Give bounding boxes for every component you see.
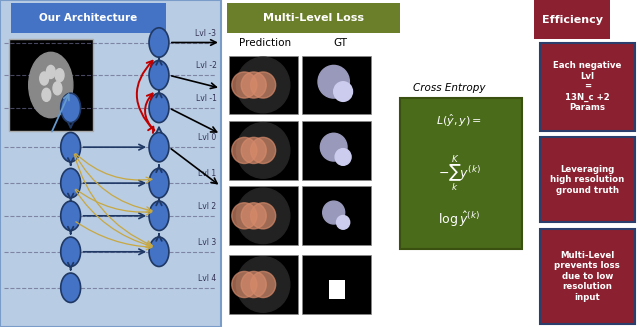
Circle shape: [251, 72, 276, 98]
Circle shape: [61, 201, 81, 231]
Circle shape: [251, 203, 276, 229]
FancyBboxPatch shape: [228, 186, 298, 245]
Circle shape: [149, 60, 169, 90]
FancyBboxPatch shape: [540, 43, 635, 131]
Circle shape: [149, 237, 169, 267]
Circle shape: [251, 271, 276, 298]
Circle shape: [40, 72, 49, 85]
Text: Multi-Level Loss: Multi-Level Loss: [263, 13, 364, 23]
Circle shape: [42, 88, 51, 101]
Text: $\log \hat{y}^{(k)}$: $\log \hat{y}^{(k)}$: [438, 210, 480, 229]
FancyBboxPatch shape: [228, 255, 298, 314]
Text: Lvl 1: Lvl 1: [198, 169, 216, 178]
Text: Leveraging
high resolution
ground truth: Leveraging high resolution ground truth: [550, 165, 625, 195]
Text: Lvl -2: Lvl -2: [195, 61, 216, 70]
Circle shape: [149, 168, 169, 198]
Circle shape: [149, 132, 169, 162]
FancyBboxPatch shape: [540, 137, 635, 222]
Circle shape: [55, 69, 64, 82]
FancyBboxPatch shape: [302, 255, 371, 314]
Circle shape: [236, 57, 290, 113]
Circle shape: [323, 201, 345, 224]
FancyBboxPatch shape: [302, 56, 371, 114]
Circle shape: [241, 203, 266, 229]
Text: Our Architecture: Our Architecture: [39, 13, 138, 23]
Circle shape: [236, 123, 290, 178]
FancyBboxPatch shape: [227, 3, 399, 33]
Circle shape: [149, 201, 169, 231]
Text: Lvl 4: Lvl 4: [198, 274, 216, 283]
Circle shape: [236, 257, 290, 312]
Text: Multi-Level
prevents loss
due to low
resolution
input: Multi-Level prevents loss due to low res…: [554, 251, 620, 301]
Circle shape: [232, 203, 257, 229]
Text: Lvl 3: Lvl 3: [198, 238, 216, 247]
Text: Each negative
Lvl
=
13N_c +2
Params: Each negative Lvl = 13N_c +2 Params: [553, 61, 621, 112]
Circle shape: [321, 133, 347, 161]
Circle shape: [241, 137, 266, 164]
Text: Cross Entropy: Cross Entropy: [413, 83, 486, 93]
Circle shape: [53, 82, 62, 95]
Circle shape: [318, 65, 349, 98]
FancyBboxPatch shape: [302, 186, 371, 245]
Text: Prediction: Prediction: [239, 38, 291, 47]
FancyBboxPatch shape: [228, 121, 298, 180]
Circle shape: [232, 72, 257, 98]
FancyBboxPatch shape: [11, 3, 166, 33]
Text: Lvl 2: Lvl 2: [198, 202, 216, 211]
Circle shape: [149, 28, 169, 57]
Circle shape: [61, 168, 81, 198]
FancyBboxPatch shape: [9, 39, 93, 131]
FancyBboxPatch shape: [0, 0, 221, 327]
Circle shape: [61, 273, 81, 302]
Circle shape: [149, 93, 169, 123]
Text: Efficiency: Efficiency: [542, 15, 603, 25]
FancyBboxPatch shape: [302, 121, 371, 180]
Text: GT: GT: [333, 38, 347, 47]
Text: $L(\hat{y}, y) =$: $L(\hat{y}, y) =$: [436, 113, 482, 129]
Text: Lvl 0: Lvl 0: [198, 133, 216, 142]
Circle shape: [251, 137, 276, 164]
Circle shape: [61, 93, 81, 123]
FancyBboxPatch shape: [534, 0, 611, 39]
Circle shape: [61, 237, 81, 267]
FancyBboxPatch shape: [399, 98, 522, 249]
Circle shape: [232, 271, 257, 298]
Circle shape: [335, 148, 351, 165]
Circle shape: [241, 271, 266, 298]
Circle shape: [46, 65, 55, 78]
Circle shape: [61, 132, 81, 162]
Circle shape: [236, 188, 290, 244]
FancyBboxPatch shape: [329, 280, 345, 299]
Text: Lvl -3: Lvl -3: [195, 28, 216, 38]
Text: Lvl -1: Lvl -1: [195, 94, 216, 103]
Circle shape: [333, 82, 353, 101]
Text: $-\sum_{k}^{K} y^{(k)}$: $-\sum_{k}^{K} y^{(k)}$: [438, 153, 481, 194]
FancyBboxPatch shape: [228, 56, 298, 114]
Circle shape: [232, 137, 257, 164]
Circle shape: [241, 72, 266, 98]
Circle shape: [29, 52, 73, 118]
FancyBboxPatch shape: [540, 229, 635, 324]
Circle shape: [337, 215, 349, 229]
